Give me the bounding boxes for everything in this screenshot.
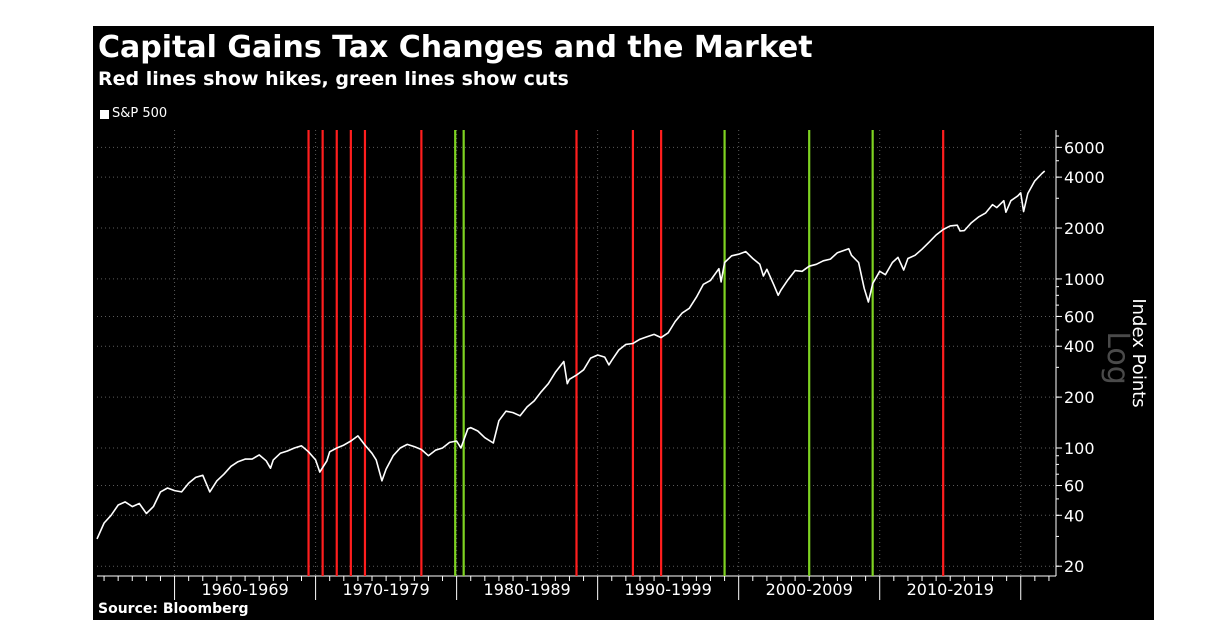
x-tick-label: 1990-1999 (625, 580, 712, 599)
x-tick-label: 1970-1979 (343, 580, 430, 599)
chart-panel: Log 1960-1969 1970-1979 1980-1989 1990-1999… (93, 26, 1154, 620)
y-tick-label: 600 (1064, 307, 1095, 326)
source-note: Source: Bloomberg (98, 601, 249, 617)
y-axis: 20 40 60 100 200 400 600 1000 2000 4000 6000 Index … (1055, 130, 1149, 576)
x-tick-label: 1960-1969 (201, 580, 288, 599)
legend-swatch (100, 109, 109, 119)
x-axis: 1960-1969 1970-1979 1980-1989 1990-1999 2000… (97, 575, 1056, 600)
legend-label: S&P 500 (112, 106, 168, 121)
x-tick-label: 2000-2009 (766, 580, 853, 599)
series-line-sp500 (96, 170, 1046, 540)
legend: S&P 500 (100, 106, 167, 122)
x-tick-label: 2010-2019 (907, 580, 994, 599)
chart-title: Capital Gains Tax Changes and the Market (98, 30, 813, 65)
y-tick-label: 200 (1064, 388, 1095, 407)
y-tick-label: 6000 (1064, 138, 1105, 157)
y-tick-label: 2000 (1064, 219, 1105, 238)
y-tick-label: 1000 (1064, 270, 1105, 289)
chart-subtitle: Red lines show hikes, green lines show c… (98, 68, 569, 90)
chart-canvas: Log 1960-1969 1970-1979 1980-1989 1990-1999… (96, 130, 1149, 600)
x-tick-label: 1980-1989 (484, 580, 571, 599)
y-tick-label: 40 (1064, 506, 1084, 525)
y-tick-label: 60 (1064, 477, 1084, 496)
y-tick-label: 400 (1064, 337, 1095, 356)
series-layer (96, 170, 1046, 540)
y-axis-label: Index Points (1128, 298, 1149, 407)
y-tick-label: 20 (1064, 557, 1084, 576)
tax-change-lines (307, 130, 945, 576)
log-scale-label: Log (1100, 331, 1135, 385)
log-scale-mark: Log (1100, 331, 1135, 385)
y-tick-label: 100 (1064, 439, 1095, 458)
y-tick-label: 4000 (1064, 168, 1105, 187)
